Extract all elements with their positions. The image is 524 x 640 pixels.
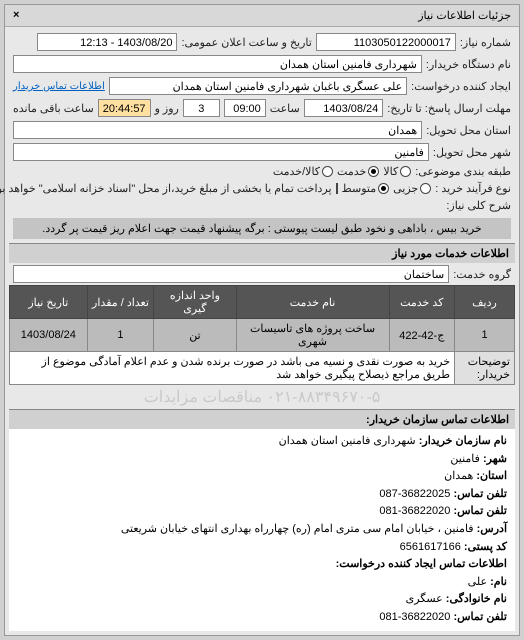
- req-no-label: شماره نیاز:: [460, 36, 511, 49]
- opt-mid-label: متوسط: [342, 182, 377, 195]
- contact-link[interactable]: اطلاعات تماس خریدار: [13, 81, 105, 92]
- cell-date: 1403/08/24: [10, 319, 88, 352]
- panel-title: جزئیات اطلاعات نیاز: [418, 10, 511, 22]
- opt-khadamat-label: خدمت: [337, 165, 366, 178]
- c-cphone-label: تلفن تماس:: [453, 611, 507, 623]
- contact-section-title: اطلاعات تماس سازمان خریدار:: [9, 409, 515, 429]
- c-phone: 36822025-087: [379, 488, 450, 500]
- cell-code: ج-42-422: [389, 319, 454, 352]
- opt-kala-label: کالا: [383, 165, 398, 178]
- radio-khadamat[interactable]: خدمت: [337, 165, 379, 178]
- time-label-1: ساعت: [270, 102, 300, 115]
- table-row: 1 ج-42-422 ساخت پروژه های تاسیسات شهری ت…: [10, 319, 515, 352]
- creator-label: ایجاد کننده درخواست:: [411, 80, 511, 93]
- c-phone-label: تلفن تماس:: [453, 488, 507, 500]
- col-name: نام خدمت: [236, 286, 389, 319]
- classify-label: طبقه بندی موضوعی:: [415, 165, 511, 178]
- remain-time: 20:44:57: [98, 99, 151, 117]
- contact-block: نام سازمان خریدار: شهرداری فامنین استان …: [9, 429, 515, 631]
- c-fax-label: تلفن تماس:: [453, 505, 507, 517]
- c-fname: علی: [468, 576, 487, 588]
- opt-both-label: کالا/خدمت: [273, 165, 320, 178]
- announce-label: تاریخ و ساعت اعلان عمومی:: [181, 36, 311, 49]
- col-unit: واحد اندازه گیری: [154, 286, 236, 319]
- province-field: همدان: [13, 121, 422, 139]
- c-cphone: 36822020-081: [379, 611, 450, 623]
- col-row: ردیف: [455, 286, 515, 319]
- cell-name: ساخت پروژه های تاسیسات شهری: [236, 319, 389, 352]
- remain-label: ساعت باقی مانده: [13, 102, 94, 115]
- c-postal-label: کد پستی:: [464, 541, 507, 553]
- radio-minor[interactable]: جزیی: [393, 182, 431, 195]
- c-postal: 6561617166: [400, 541, 461, 553]
- radio-both[interactable]: کالا/خدمت: [273, 165, 333, 178]
- buyer-org-label: نام دستگاه خریدار:: [426, 58, 511, 71]
- panel-header: × جزئیات اطلاعات نیاز: [5, 5, 519, 27]
- group-field: ساختمان: [13, 265, 449, 283]
- close-icon[interactable]: ×: [13, 9, 19, 21]
- c-city-label: شهر:: [483, 453, 507, 465]
- province-label: استان محل تحویل:: [426, 124, 511, 137]
- desc-label: شرح کلی نیاز:: [13, 199, 511, 212]
- c-fname-label: نام:: [490, 576, 507, 588]
- buyer-note-text: خرید به صورت نقدی و نسیه می باشد در صورت…: [10, 352, 455, 385]
- desc-text: خرید بیس ، باداهی و نخود طبق لیست پیوستی…: [13, 218, 511, 239]
- group-label: گروه خدمت:: [453, 268, 511, 281]
- opt-minor-label: جزیی: [393, 182, 418, 195]
- process-label: نوع فرآیند خرید :: [435, 182, 511, 195]
- c-org: شهرداری فامنین استان همدان: [279, 435, 416, 447]
- buyer-note-row: توضیحات خریدار: خرید به صورت نقدی و نسیه…: [10, 352, 515, 385]
- req-no-field: 1103050122000017: [316, 33, 456, 51]
- c-province-label: استان:: [476, 470, 507, 482]
- cell-qty: 1: [87, 319, 154, 352]
- c-address-label: آدرس:: [477, 523, 507, 535]
- c-creator-title: اطلاعات تماس ایجاد کننده درخواست:: [336, 558, 507, 570]
- cell-unit: تن: [154, 319, 236, 352]
- radio-kala[interactable]: کالا: [383, 165, 411, 178]
- watermark: ۰۲۱-۸۸۳۴۹۶۷۰-۵ مناقصات مزایدات: [9, 385, 515, 409]
- days-label: روز و: [155, 102, 179, 115]
- col-code: کد خدمت: [389, 286, 454, 319]
- c-org-label: نام سازمان خریدار:: [419, 435, 507, 447]
- deadline-time: 09:00: [224, 99, 266, 117]
- cell-row: 1: [455, 319, 515, 352]
- days-count: 3: [183, 99, 220, 117]
- creator-field: علی عسگری باغبان شهرداری فامنین استان هم…: [109, 77, 407, 95]
- buyer-org-field: شهرداری فامنین استان همدان: [13, 55, 422, 73]
- c-fax: 36822020-081: [379, 505, 450, 517]
- c-city: فامنین: [450, 453, 480, 465]
- main-panel: × جزئیات اطلاعات نیاز شماره نیاز: 110305…: [4, 4, 520, 636]
- deadline-date: 1403/08/24: [304, 99, 384, 117]
- announce-field: 1403/08/20 - 12:13: [37, 33, 177, 51]
- c-lname-label: نام خانوادگی:: [446, 593, 507, 605]
- radio-mid[interactable]: متوسط: [342, 182, 390, 195]
- c-province: همدان: [444, 470, 473, 482]
- col-date: تاریخ نیاز: [10, 286, 88, 319]
- checkbox-treasury[interactable]: [336, 183, 338, 194]
- process-note: پرداخت تمام یا بخشی از مبلغ خرید،از محل …: [0, 182, 332, 195]
- c-lname: عسگری: [406, 593, 443, 605]
- services-table: ردیف کد خدمت نام خدمت واحد اندازه گیری ت…: [9, 285, 515, 385]
- services-section-title: اطلاعات خدمات مورد نیاز: [9, 243, 515, 263]
- deadline-label: مهلت ارسال پاسخ: تا تاریخ:: [387, 102, 511, 115]
- col-qty: تعداد / مقدار: [87, 286, 154, 319]
- table-header-row: ردیف کد خدمت نام خدمت واحد اندازه گیری ت…: [10, 286, 515, 319]
- city-field: فامنین: [13, 143, 429, 161]
- c-address: فامنین ، خیابان امام سی متری امام (ره) چ…: [121, 523, 474, 535]
- city-label: شهر محل تحویل:: [433, 146, 511, 159]
- buyer-note-label: توضیحات خریدار:: [455, 352, 515, 385]
